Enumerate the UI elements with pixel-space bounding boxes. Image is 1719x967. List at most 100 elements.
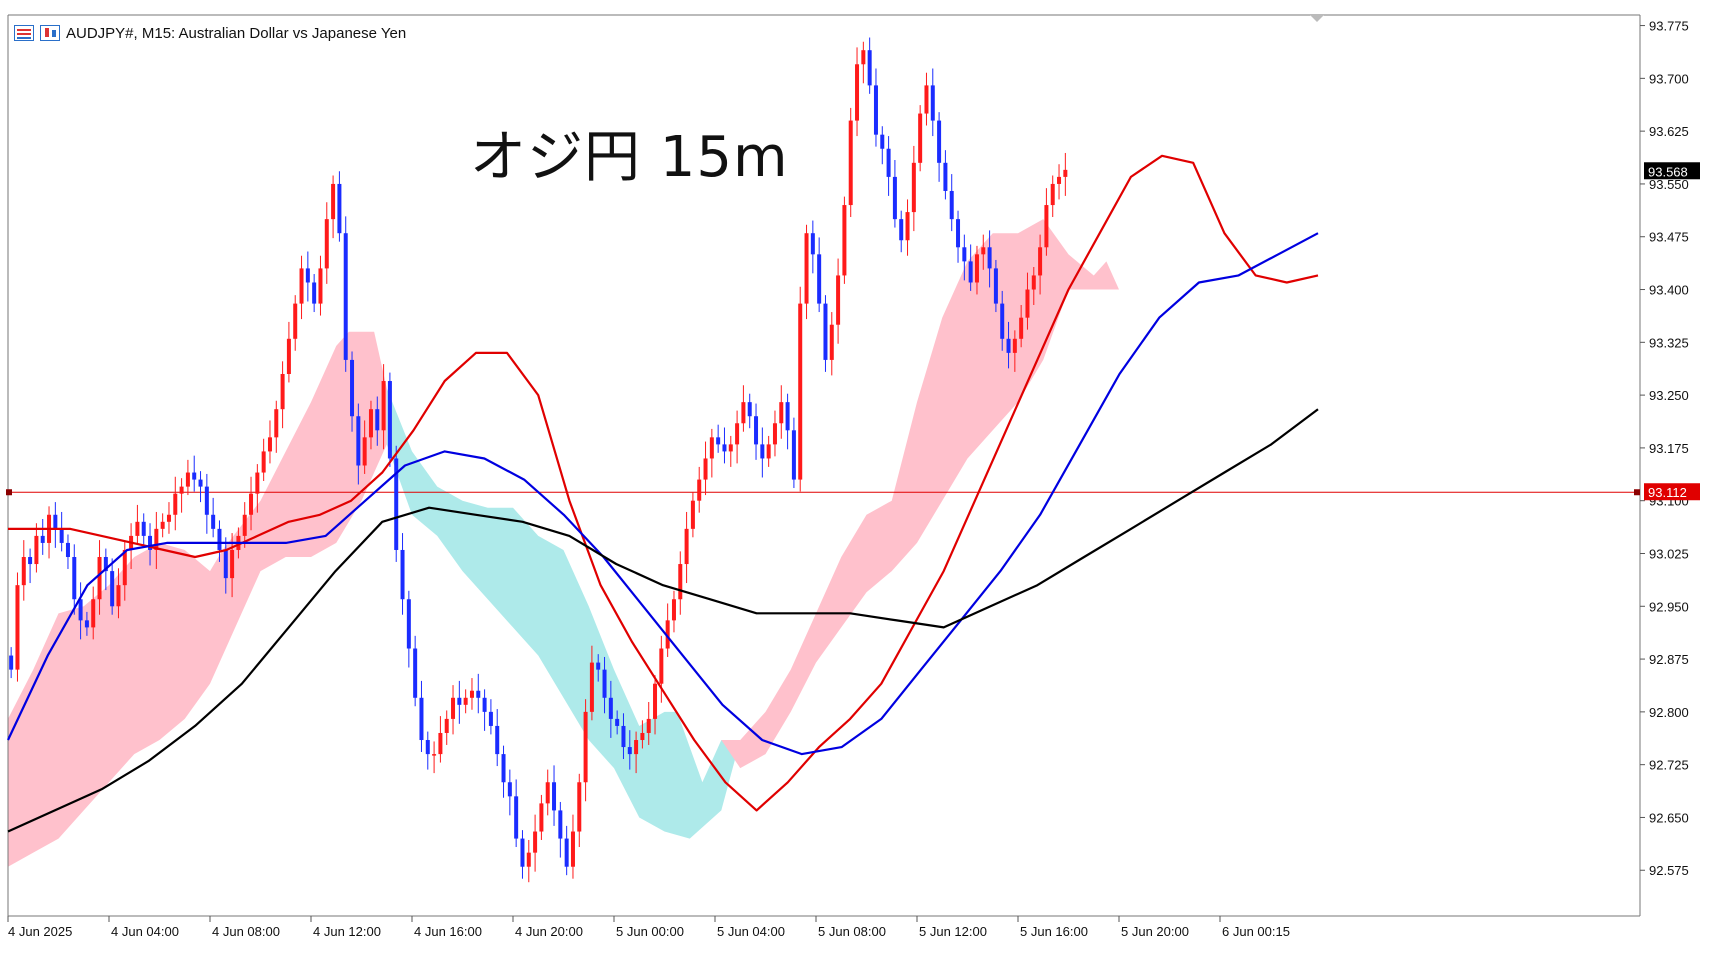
candle-body (185, 472, 190, 487)
candle (615, 710, 620, 735)
candle-body (400, 549, 405, 600)
candle-body (577, 782, 582, 832)
candle (823, 295, 828, 372)
candle (476, 673, 481, 714)
candle-body (173, 493, 178, 515)
candle (15, 572, 20, 682)
candle (930, 68, 935, 137)
candle-body (621, 725, 626, 748)
candle-body (709, 437, 714, 459)
candle-body (507, 782, 512, 797)
candle (520, 830, 525, 879)
candle (482, 689, 487, 731)
candle-body (589, 662, 594, 712)
candle (583, 699, 588, 802)
x-tick-label: 4 Jun 20:00 (515, 924, 583, 939)
candle-body (242, 514, 247, 536)
candle-body (387, 381, 392, 459)
candle (855, 47, 860, 137)
candle (596, 654, 601, 682)
candle-body (1019, 317, 1024, 339)
candle-body (9, 655, 14, 670)
candle (394, 445, 399, 562)
cloud-bearish (386, 388, 741, 839)
candle (362, 420, 367, 474)
candle (974, 245, 979, 295)
candle (356, 403, 361, 485)
candle (1019, 305, 1024, 348)
candle-body (918, 113, 923, 163)
candle (918, 105, 923, 172)
candle-body (255, 472, 260, 494)
candle (552, 765, 557, 826)
candle-body (760, 444, 765, 459)
candle (589, 645, 594, 721)
x-tick-label: 4 Jun 16:00 (414, 924, 482, 939)
candle (564, 825, 569, 876)
candle-body (785, 402, 790, 431)
candle (810, 220, 815, 274)
time-axis: 4 Jun 2025 4 Jun 04:00 4 Jun 08:00 4 Jun 12… (7, 916, 1290, 939)
candle (331, 175, 336, 239)
candle (987, 230, 992, 288)
candle (65, 534, 70, 569)
candle-body (204, 486, 209, 515)
chart-list-icon[interactable] (14, 25, 34, 41)
cloud-bullish-2 (721, 219, 1119, 769)
candle-body (198, 479, 203, 487)
candle-body (949, 190, 954, 220)
candle-body (855, 64, 860, 121)
candle (495, 709, 500, 767)
chart-annotation: オジ円 15m (470, 125, 789, 190)
candle-body (791, 430, 796, 480)
candle (154, 511, 159, 569)
candle-body (690, 500, 695, 529)
candle (21, 540, 26, 601)
candle (28, 548, 33, 584)
candle (697, 466, 702, 513)
candle-body (53, 514, 58, 529)
candle (602, 656, 607, 714)
candle-body (861, 50, 866, 65)
candle (406, 590, 411, 668)
candle-body (899, 219, 904, 241)
candle-body (65, 542, 70, 558)
candle (867, 37, 872, 94)
candle (608, 680, 613, 738)
candle-body (267, 437, 272, 452)
candle-body (305, 268, 310, 283)
candle-body (829, 324, 834, 360)
candle (993, 259, 998, 313)
horizontal-line-price-box (1644, 483, 1700, 501)
candle-body (1000, 303, 1005, 339)
y-tick-label: 92.875 (1649, 652, 1689, 667)
candle-body (154, 528, 159, 550)
candle-body (735, 423, 740, 445)
candle (577, 773, 582, 848)
candle-body (804, 233, 809, 304)
candle (981, 234, 986, 270)
candle (1031, 266, 1036, 306)
candle (709, 428, 714, 478)
y-tick-label: 93.175 (1649, 441, 1689, 456)
candlestick-chart-icon[interactable] (40, 25, 60, 41)
candle-body (943, 162, 948, 191)
candle-body (261, 451, 266, 473)
candle-body (905, 212, 910, 241)
y-tick-label: 93.475 (1649, 230, 1689, 245)
candle (905, 199, 910, 256)
candle (659, 635, 664, 703)
candle (728, 435, 733, 467)
y-tick-label: 93.250 (1649, 388, 1689, 403)
y-tick-label: 93.625 (1649, 124, 1689, 139)
candle-body (91, 599, 96, 628)
candle-body (84, 620, 89, 628)
candle (78, 582, 83, 640)
x-tick-label: 4 Jun 2025 (8, 924, 72, 939)
candle (255, 464, 260, 513)
candle-body (747, 402, 752, 417)
candle-body (141, 521, 146, 536)
candle (886, 136, 891, 196)
candle-body (1012, 338, 1017, 353)
